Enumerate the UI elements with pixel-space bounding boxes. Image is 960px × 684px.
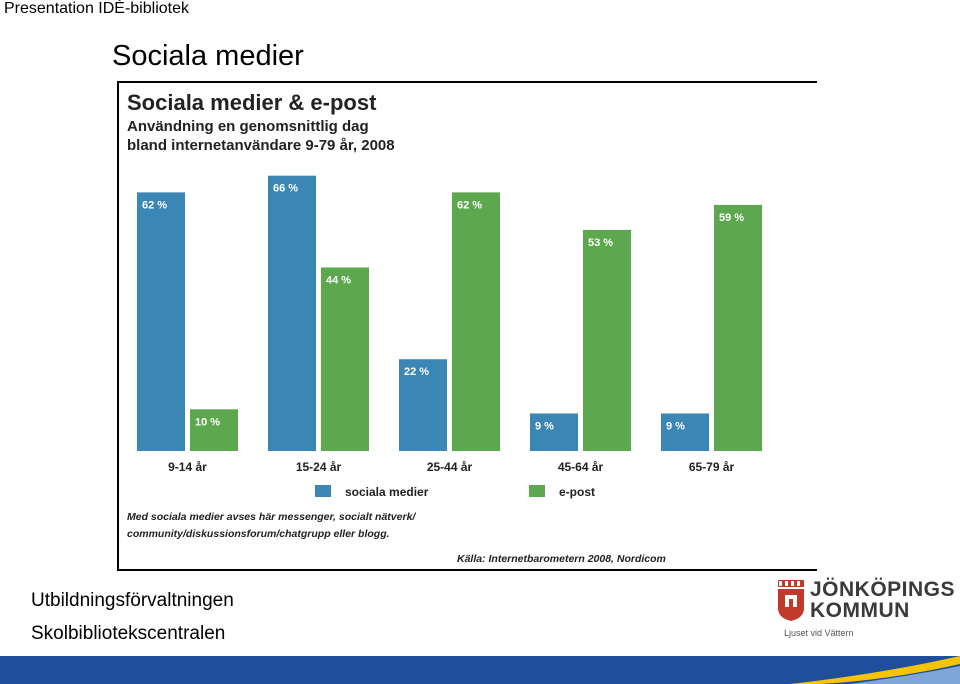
- bar-e-post-1: [190, 409, 238, 451]
- footer-department: Utbildningsförvaltningen: [31, 590, 234, 611]
- logo-name-line1: JÖNKÖPINGS: [810, 578, 956, 601]
- data-label-e-post-1: 10 %: [195, 416, 220, 428]
- data-label-sociala-medier-1: 62 %: [142, 199, 167, 211]
- slide-title: Sociala medier: [112, 40, 304, 72]
- bar-sociala-medier-5: [661, 413, 709, 451]
- bar-sociala-medier-3: [399, 359, 447, 451]
- legend-swatch-sociala-medier: [315, 485, 331, 497]
- chart-subtitle-line2: bland internetanvändare 9-79 år, 2008: [127, 137, 395, 154]
- bar-sociala-medier-4: [530, 413, 578, 451]
- chart-source: Källa: Internetbarometern 2008, Nordicom: [457, 553, 666, 565]
- bars-group: 62 % 10 % 9-14 år 66 % 44 % 15-24 år 22 % 62 % 2…: [137, 175, 762, 474]
- data-label-e-post-4: 53 %: [588, 237, 613, 249]
- chart-note-line1: Med sociala medier avses här messenger, …: [127, 511, 416, 523]
- bottom-decorative-bar: [0, 656, 960, 684]
- bar-sociala-medier-2: [268, 175, 316, 451]
- data-label-e-post-5: 59 %: [719, 212, 744, 224]
- bar-e-post-4: [583, 229, 631, 451]
- data-label-sociala-medier-3: 22 %: [404, 366, 429, 378]
- data-label-e-post-3: 62 %: [457, 199, 482, 211]
- chart-subtitle-line1: Användning en genomsnittlig dag: [127, 118, 369, 135]
- category-label-4: 45-64 år: [558, 460, 604, 474]
- category-label-2: 15-24 år: [296, 460, 342, 474]
- presentation-header: Presentation IDÈ-bibliotek: [4, 0, 189, 17]
- chart-legend: sociala medier e-post: [315, 485, 595, 499]
- data-label-sociala-medier-4: 9 %: [535, 420, 554, 432]
- chart-title: Sociala medier & e-post: [127, 90, 377, 115]
- logo-tagline: Ljuset vid Vättern: [784, 628, 854, 638]
- logo-name-line2: KOMMUN: [810, 599, 910, 622]
- bar-e-post-2: [321, 267, 369, 451]
- bar-sociala-medier-1: [137, 192, 185, 451]
- category-label-1: 9-14 år: [168, 460, 207, 474]
- legend-label-sociala-medier: sociala medier: [345, 485, 429, 499]
- bar-chart: Sociala medier & e-post Användning en ge…: [127, 90, 762, 565]
- footer-unit: Skolbibliotekscentralen: [31, 623, 226, 644]
- data-label-sociala-medier-2: 66 %: [273, 183, 298, 195]
- category-label-5: 65-79 år: [689, 460, 735, 474]
- bar-e-post-3: [452, 192, 500, 451]
- coat-of-arms-icon: [778, 580, 804, 621]
- data-label-sociala-medier-5: 9 %: [666, 420, 685, 432]
- legend-swatch-e-post: [529, 485, 545, 497]
- chart-note-line2: community/diskussionsforum/chatgrupp ell…: [127, 528, 390, 540]
- category-label-3: 25-44 år: [427, 460, 473, 474]
- data-label-e-post-2: 44 %: [326, 274, 351, 286]
- bar-e-post-5: [714, 204, 762, 451]
- jonkoping-logo: JÖNKÖPINGS KOMMUN Ljuset vid Vättern: [776, 578, 955, 642]
- chart-frame: Sociala medier & e-post Användning en ge…: [117, 81, 817, 571]
- legend-label-e-post: e-post: [559, 485, 595, 499]
